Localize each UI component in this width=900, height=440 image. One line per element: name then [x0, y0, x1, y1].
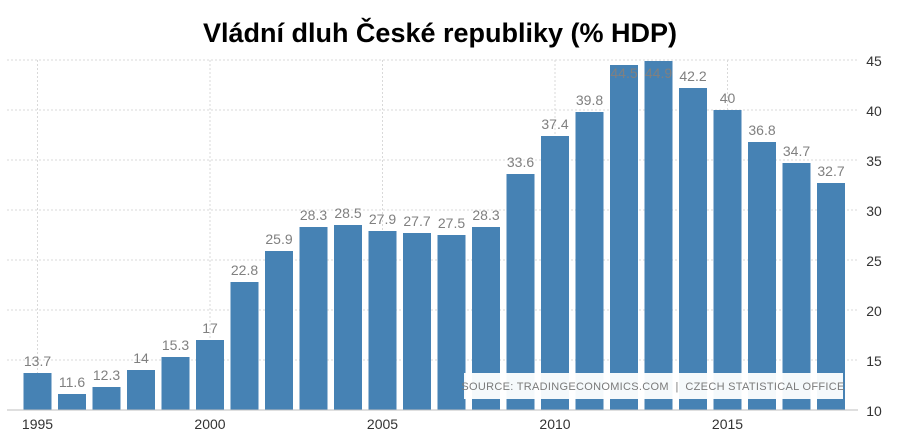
bar	[334, 225, 362, 410]
bar-value-label: 15.3	[162, 337, 189, 353]
x-tick-label: 2000	[194, 416, 225, 432]
source-note-background	[464, 373, 843, 399]
bar	[196, 340, 224, 410]
bar	[610, 65, 638, 410]
bar	[58, 394, 86, 410]
y-tick-label: 30	[866, 203, 882, 219]
bar-value-label: 25.9	[265, 231, 292, 247]
bar-value-label: 39.8	[576, 92, 603, 108]
bar	[748, 142, 776, 410]
bar	[23, 373, 52, 410]
bar	[161, 357, 190, 410]
y-tick-label: 40	[866, 103, 882, 119]
bar	[368, 231, 397, 410]
source-note: SOURCE: TRADINGECONOMICS.COM | CZECH STA…	[461, 381, 844, 393]
bar-value-label: 28.3	[300, 207, 327, 223]
bar-value-label: 40	[720, 90, 736, 106]
bar-value-label: 17	[202, 320, 218, 336]
bar	[817, 183, 845, 410]
x-tick-label: 2005	[367, 416, 398, 432]
y-tick-label: 45	[866, 53, 882, 69]
bar-value-label: 27.7	[403, 213, 430, 229]
x-tick-label: 2010	[539, 416, 570, 432]
bar	[782, 163, 811, 410]
bar-value-label: 44.5	[610, 65, 637, 81]
axes: 10 15 20 25 30 35 40 45 1995 2000 2005 2010 2015	[7, 53, 882, 432]
bar-value-label: 33.6	[507, 154, 534, 170]
chart-title: Vládní dluh České republiky (% HDP)	[203, 17, 677, 48]
source-note-box: SOURCE: TRADINGECONOMICS.COM | CZECH STA…	[461, 373, 844, 399]
bar-value-label: 36.8	[748, 122, 775, 138]
y-tick-label: 20	[866, 303, 882, 319]
x-tick-label: 1995	[22, 416, 53, 432]
bar-value-label: 34.7	[783, 143, 810, 159]
y-tick-label: 10	[866, 403, 882, 419]
y-tick-label: 15	[866, 353, 882, 369]
y-tick-label: 25	[866, 253, 882, 269]
bar-value-label: 32.7	[817, 163, 844, 179]
bar	[92, 387, 121, 410]
bar	[265, 251, 293, 410]
bar	[437, 235, 466, 410]
bar-value-label: 37.4	[541, 116, 568, 132]
bar	[644, 61, 673, 410]
bar	[299, 227, 328, 410]
bars	[23, 61, 845, 410]
bar-value-label: 11.6	[59, 374, 85, 390]
bar-value-label: 42.2	[679, 68, 706, 84]
bar	[575, 112, 604, 410]
bar-value-label: 28.5	[334, 205, 361, 221]
bar	[230, 282, 259, 410]
bar-value-label: 13.7	[24, 353, 51, 369]
bar	[679, 88, 707, 410]
y-tick-label: 35	[866, 153, 882, 169]
bar	[541, 136, 569, 410]
bar-value-label: 27.5	[438, 215, 465, 231]
bar-value-labels: 13.7 11.6 12.3 14 15.3 17 22.8 25.9 28.3 28.5 27.9…	[24, 65, 845, 390]
bar-value-label: 44.9	[645, 65, 672, 81]
bar	[127, 370, 155, 410]
bar	[713, 110, 742, 410]
bar-value-label: 12.3	[93, 367, 120, 383]
bar	[403, 233, 431, 410]
bar	[506, 174, 535, 410]
gridlines	[7, 59, 858, 411]
bar-value-label: 28.3	[472, 207, 499, 223]
bar-value-label: 27.9	[369, 211, 396, 227]
x-tick-label: 2015	[712, 416, 743, 432]
bar-value-label: 14	[133, 350, 149, 366]
bar-value-label: 22.8	[231, 262, 258, 278]
